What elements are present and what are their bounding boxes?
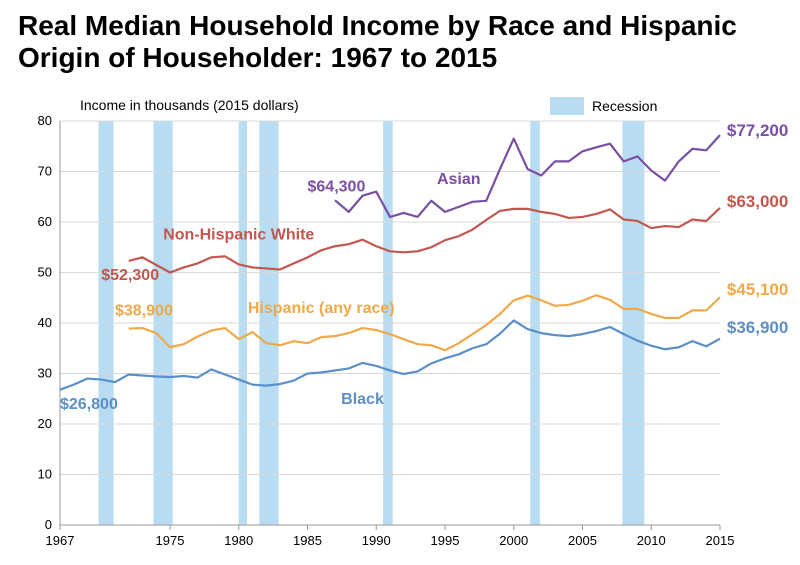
legend-swatch: [550, 97, 584, 115]
x-tick-label: 1975: [156, 533, 185, 548]
series-label: Asian: [437, 171, 481, 188]
x-tick-label: 2010: [637, 533, 666, 548]
series-label: Black: [341, 391, 384, 408]
series-end-value: $36,900: [727, 318, 788, 337]
y-tick-label: 30: [38, 366, 52, 381]
y-tick-label: 80: [38, 113, 52, 128]
x-tick-label: 1990: [362, 533, 391, 548]
series-end-value: $77,200: [727, 121, 788, 140]
page-title: Real Median Household Income by Race and…: [18, 10, 782, 74]
x-tick-label: 2015: [706, 533, 735, 548]
y-tick-label: 70: [38, 164, 52, 179]
x-tick-label: 1985: [293, 533, 322, 548]
series-end-value: $63,000: [727, 192, 788, 211]
x-tick-label: 1995: [431, 533, 460, 548]
y-tick-label: 0: [45, 517, 52, 532]
series-start-value: $64,300: [308, 179, 366, 196]
series-label: Non-Hispanic White: [163, 227, 314, 244]
x-tick-label: 1980: [224, 533, 253, 548]
series-start-value: $52,300: [101, 267, 159, 284]
series-start-value: $38,900: [115, 302, 173, 319]
legend-label: Recession: [592, 98, 657, 114]
y-tick-label: 60: [38, 214, 52, 229]
series-end-value: $45,100: [727, 280, 788, 299]
series-label: Hispanic (any race): [248, 300, 395, 317]
y-tick-label: 40: [38, 315, 52, 330]
x-tick-label: 2000: [499, 533, 528, 548]
x-tick-label: 2005: [568, 533, 597, 548]
y-tick-label: 10: [38, 467, 52, 482]
series-start-value: $26,800: [60, 396, 118, 413]
x-tick-label: 1967: [46, 533, 75, 548]
y-tick-label: 20: [38, 416, 52, 431]
income-line-chart: 0 10 20 30 40 50 60 70 80 1967 1975 1980 1985 1990 199…: [0, 87, 800, 565]
y-tick-label: 50: [38, 265, 52, 280]
